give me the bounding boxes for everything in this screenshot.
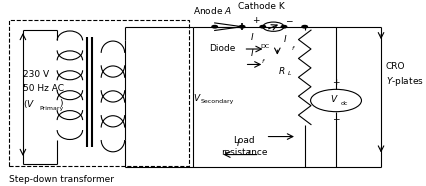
Text: ($V$: ($V$ xyxy=(23,98,35,110)
Text: resistance: resistance xyxy=(221,147,267,156)
Text: dc: dc xyxy=(341,101,348,106)
Text: +: + xyxy=(332,78,340,87)
Text: 230 V: 230 V xyxy=(23,70,49,79)
Text: DC: DC xyxy=(260,44,270,49)
Text: Secondary: Secondary xyxy=(200,99,233,104)
Text: −: − xyxy=(332,114,340,123)
Text: f: f xyxy=(262,59,264,64)
Text: $I$: $I$ xyxy=(236,137,240,148)
Circle shape xyxy=(239,25,245,28)
Circle shape xyxy=(212,25,217,28)
Text: $R$: $R$ xyxy=(277,65,285,76)
Text: Step-down transformer: Step-down transformer xyxy=(9,175,114,184)
Text: 50 Hz AC: 50 Hz AC xyxy=(23,84,64,93)
Text: L: L xyxy=(288,71,292,76)
Text: ): ) xyxy=(59,100,63,108)
Text: CRO: CRO xyxy=(386,62,405,71)
Circle shape xyxy=(281,25,287,28)
Text: $I$: $I$ xyxy=(250,31,255,42)
Text: Load: Load xyxy=(233,136,255,145)
Text: f: f xyxy=(291,46,294,51)
Text: $I$: $I$ xyxy=(283,33,288,44)
Text: Diode: Diode xyxy=(209,44,236,53)
Text: $V$: $V$ xyxy=(330,93,338,104)
Text: f: f xyxy=(247,150,250,155)
Text: $Y$-plates: $Y$-plates xyxy=(386,75,423,88)
Text: Cathode K: Cathode K xyxy=(238,2,285,11)
Text: Anode $A$: Anode $A$ xyxy=(193,4,232,16)
Text: $I$: $I$ xyxy=(250,47,255,58)
Circle shape xyxy=(302,25,308,28)
Text: −: − xyxy=(285,16,292,25)
Text: Primary: Primary xyxy=(40,106,64,111)
Circle shape xyxy=(260,25,265,28)
Text: $V$: $V$ xyxy=(193,92,202,102)
Text: +: + xyxy=(252,16,259,25)
